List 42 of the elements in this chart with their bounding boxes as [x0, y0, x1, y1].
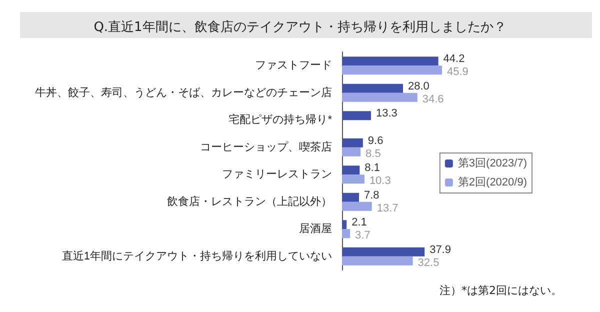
bar: [342, 147, 361, 156]
bar: [342, 56, 438, 66]
y-tick-label: ファストフード: [255, 60, 332, 72]
data-label: 32.5: [418, 256, 440, 269]
text: 注）*は第2回にはない。: [440, 284, 562, 297]
data-label: 45.9: [447, 66, 468, 78]
y-tick-label: 居酒屋: [299, 222, 332, 236]
data-label: 37.9: [430, 244, 451, 256]
data-label: 44.2: [443, 53, 465, 66]
bar: [342, 247, 425, 256]
legend-label: 第3回(2023/7): [458, 158, 528, 170]
y-tick-label: 宅配ピザの持ち帰り*: [228, 113, 333, 126]
bar: [342, 84, 403, 93]
bar: [342, 229, 350, 238]
data-label: 9.6: [368, 134, 384, 147]
bar: [342, 111, 371, 120]
y-tick-label: 飲食店・レストラン（上記以外）: [167, 194, 332, 208]
y-tick-label: 直近1年間にテイクアウト・持ち帰りを利用していない: [62, 249, 332, 262]
bar: [342, 202, 372, 211]
bar: [342, 138, 363, 148]
y-tick-label: コーヒーショップ、喫茶店: [200, 140, 332, 154]
data-label: 3.7: [355, 230, 370, 242]
data-label: 2.1: [352, 216, 367, 229]
data-label: 34.6: [422, 93, 444, 106]
bar: [342, 192, 359, 202]
data-label: 8.5: [366, 148, 381, 160]
data-label: 8.1: [364, 162, 380, 174]
y-tick-label: ファミリーレストラン: [222, 168, 332, 181]
bar: [342, 174, 364, 184]
bar: [342, 166, 360, 175]
legend-label: 第2回(2020/9): [458, 176, 528, 188]
data-label: 13.3: [376, 108, 398, 120]
bar: [342, 92, 418, 102]
bar: [342, 256, 413, 266]
data-label: 28.0: [408, 80, 430, 92]
chart-title: Q.直近1年間に、飲食店のテイクアウト・持ち帰りを利用しましたか？: [94, 19, 506, 35]
bar: [342, 66, 442, 75]
data-label: 7.8: [364, 189, 380, 202]
data-label: 13.7: [376, 202, 398, 214]
bar: [342, 220, 347, 230]
y-tick-label: 牛丼、餃子、寿司、うどん・そば、カレーなどのチェーン店: [35, 86, 332, 99]
data-label: 10.3: [369, 175, 391, 188]
